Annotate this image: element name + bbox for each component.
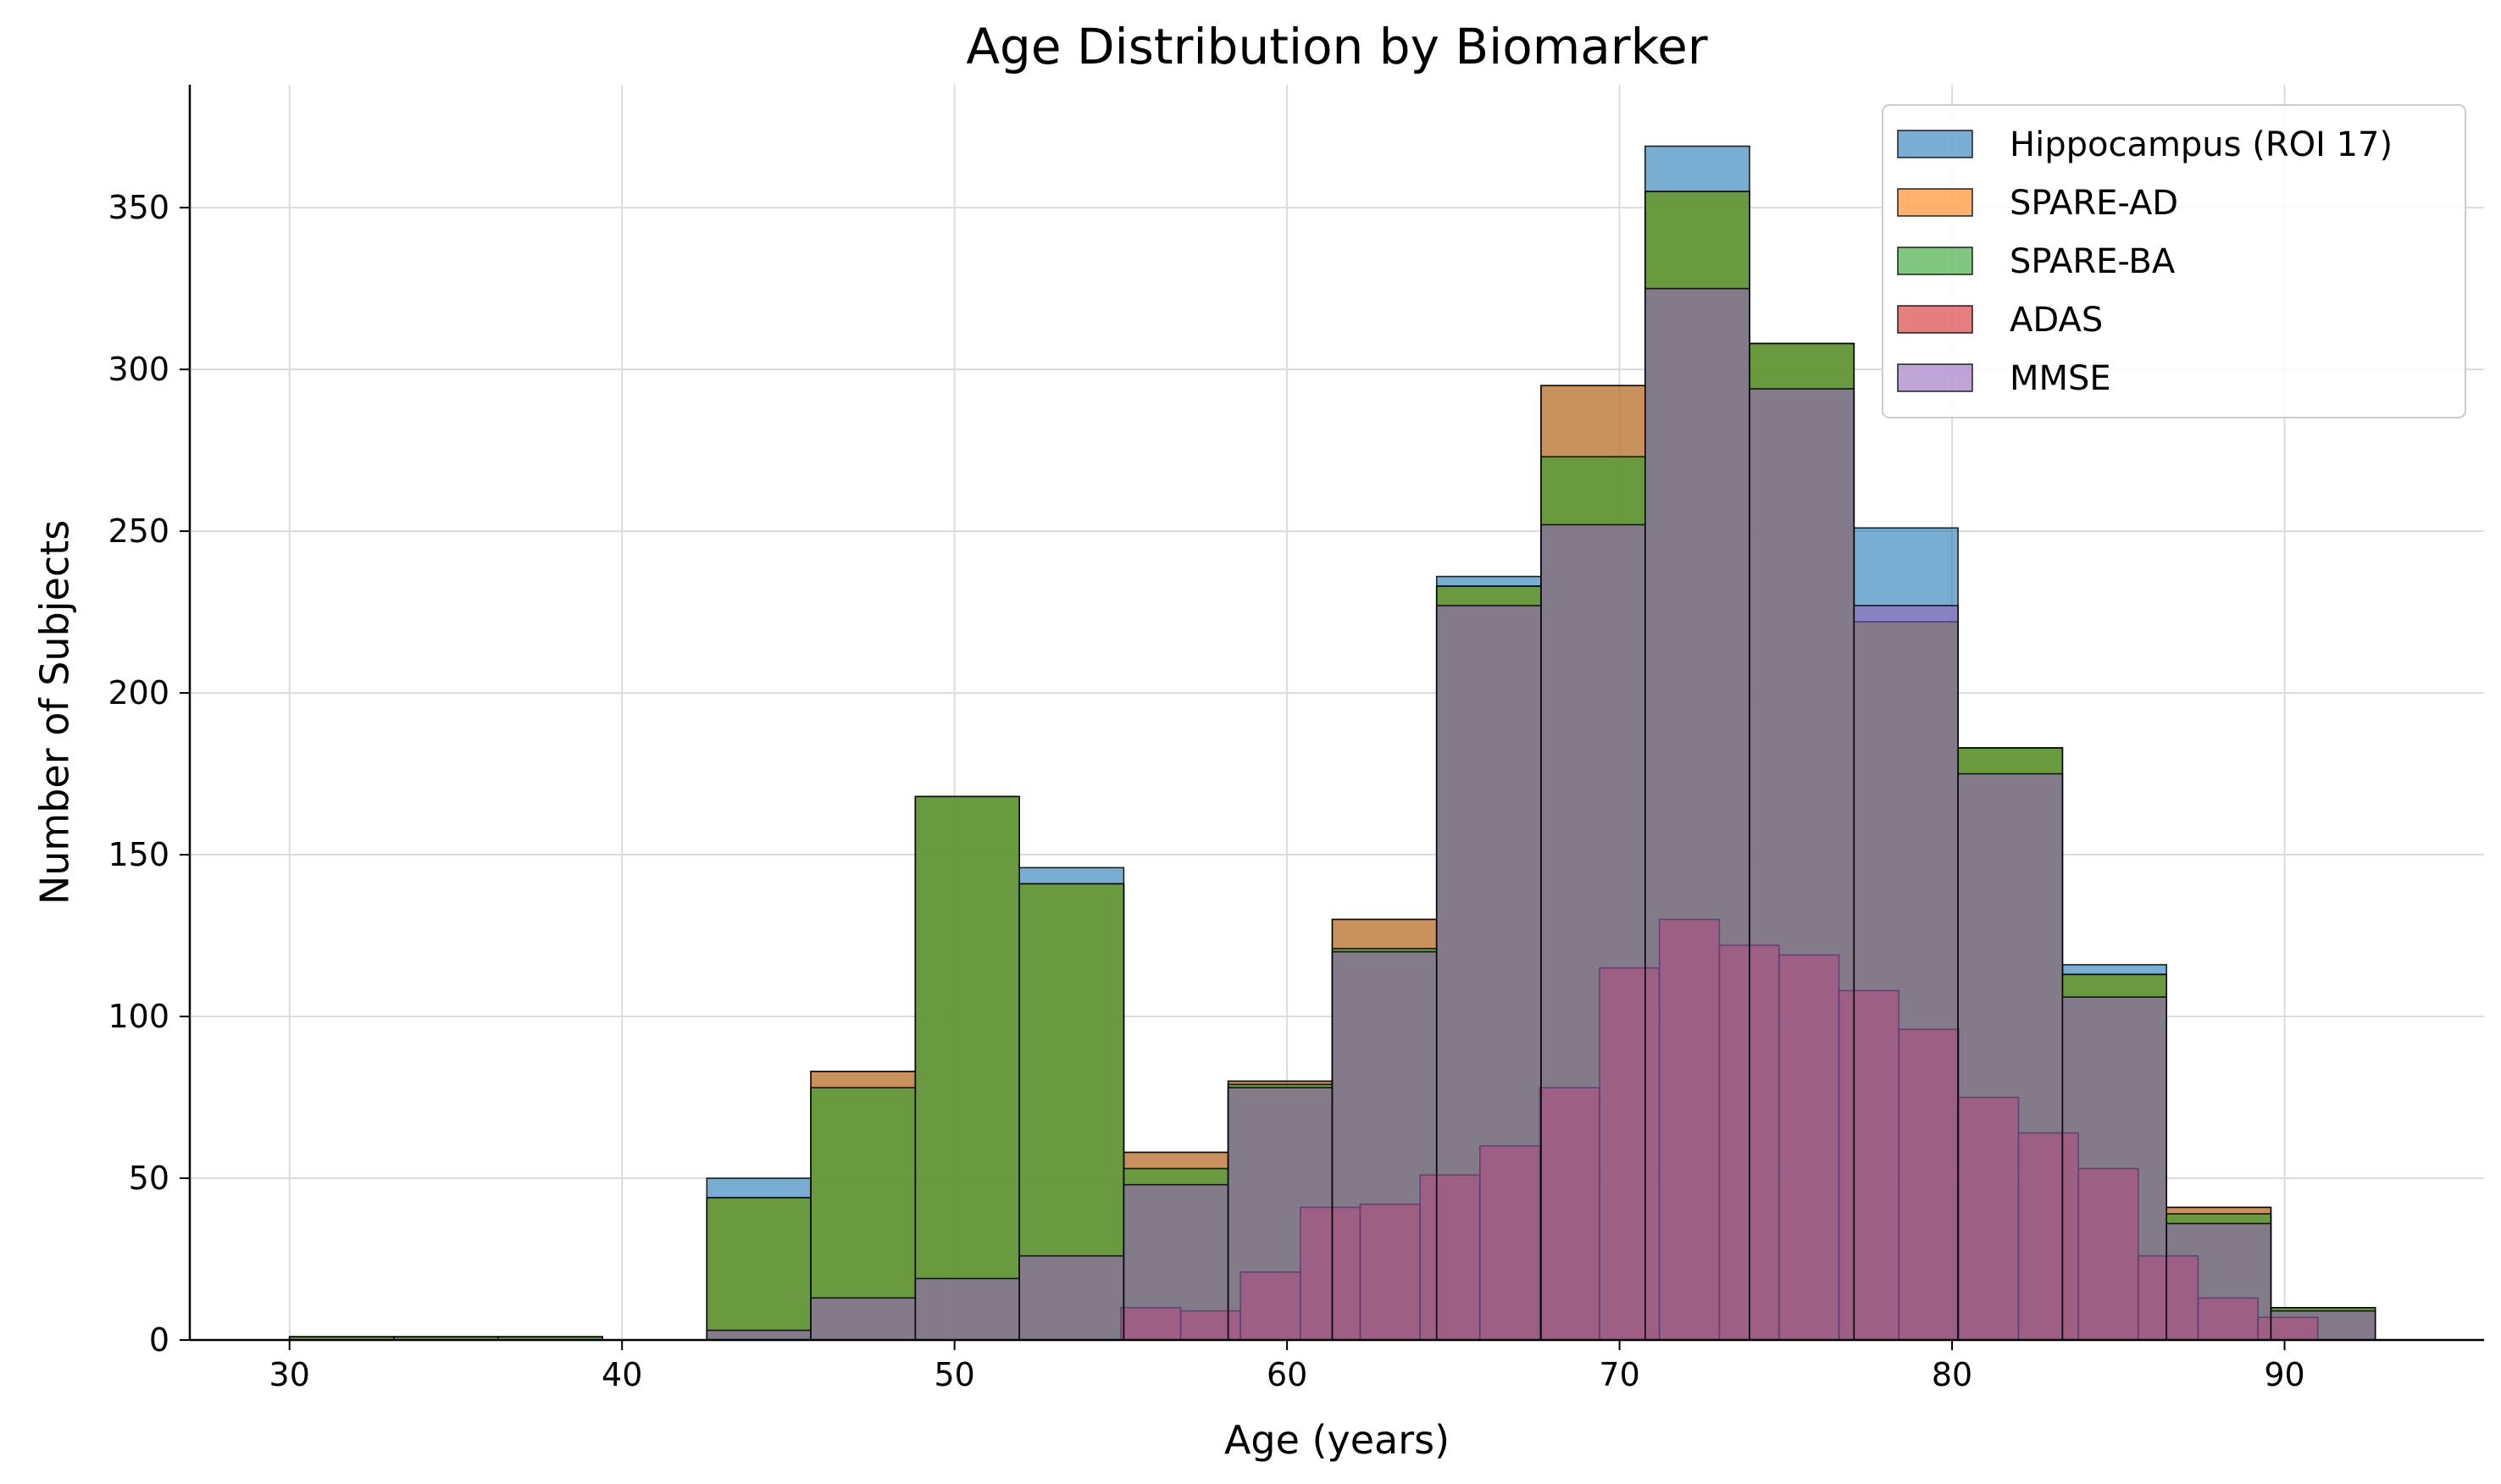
- histogram-bar: [2166, 1223, 2271, 1340]
- histogram-bar: [1645, 289, 1750, 1340]
- legend-label: SPARE-AD: [2010, 184, 2178, 223]
- y-tick-label: 0: [149, 1321, 169, 1359]
- histogram-bar: [915, 1278, 1019, 1340]
- histogram-bar: [1854, 606, 1958, 1340]
- legend-swatch: [1898, 130, 1972, 158]
- x-axis-label: Age (years): [1224, 1417, 1450, 1463]
- histogram-bar: [1228, 1088, 1333, 1340]
- x-tick-label: 80: [1932, 1356, 1972, 1393]
- x-tick-label: 70: [1599, 1356, 1639, 1393]
- y-tick-label: 100: [108, 998, 169, 1035]
- histogram-bar: [2271, 1311, 2375, 1340]
- y-tick-label: 350: [108, 189, 169, 226]
- histogram-bar: [1019, 1256, 1123, 1340]
- histogram-bar: [1123, 1185, 1228, 1340]
- histogram-bar: [1750, 389, 1854, 1340]
- histogram-bar: [707, 1331, 811, 1340]
- histogram-bar: [1958, 774, 2062, 1340]
- y-tick-label: 300: [108, 351, 169, 388]
- chart-title: Age Distribution by Biomarker: [966, 18, 1707, 75]
- x-tick-label: 60: [1267, 1356, 1307, 1393]
- legend-swatch: [1898, 306, 1972, 333]
- legend-label: MMSE: [2010, 359, 2111, 398]
- legend-label: SPARE-BA: [2010, 242, 2176, 281]
- legend: Hippocampus (ROI 17) SPARE-AD SPARE-BA ADAS…: [1883, 105, 2465, 418]
- x-tick-label: 90: [2264, 1356, 2304, 1393]
- histogram-bar: [1541, 524, 1645, 1340]
- y-axis-label: Number of Subjects: [32, 520, 78, 905]
- y-tick-label: 200: [108, 674, 169, 712]
- x-tick-label: 50: [934, 1356, 974, 1393]
- histogram-bar: [1333, 952, 1437, 1340]
- histogram-bar: [2062, 997, 2166, 1340]
- histogram-bar: [707, 1198, 811, 1340]
- legend-label: ADAS: [2010, 301, 2103, 340]
- histogram-bar: [1437, 606, 1541, 1340]
- y-tick-label: 50: [129, 1160, 169, 1197]
- x-tick-label: 40: [602, 1356, 642, 1393]
- legend-swatch: [1898, 247, 1972, 274]
- legend-swatch: [1898, 364, 1972, 391]
- histogram-bar: [915, 796, 1019, 1340]
- legend-label: Hippocampus (ROI 17): [2010, 125, 2393, 164]
- y-tick-label: 250: [108, 512, 169, 550]
- histogram-bar: [811, 1298, 915, 1340]
- legend-swatch: [1898, 189, 1972, 216]
- y-tick-label: 150: [108, 836, 169, 873]
- x-tick-label: 30: [269, 1356, 310, 1393]
